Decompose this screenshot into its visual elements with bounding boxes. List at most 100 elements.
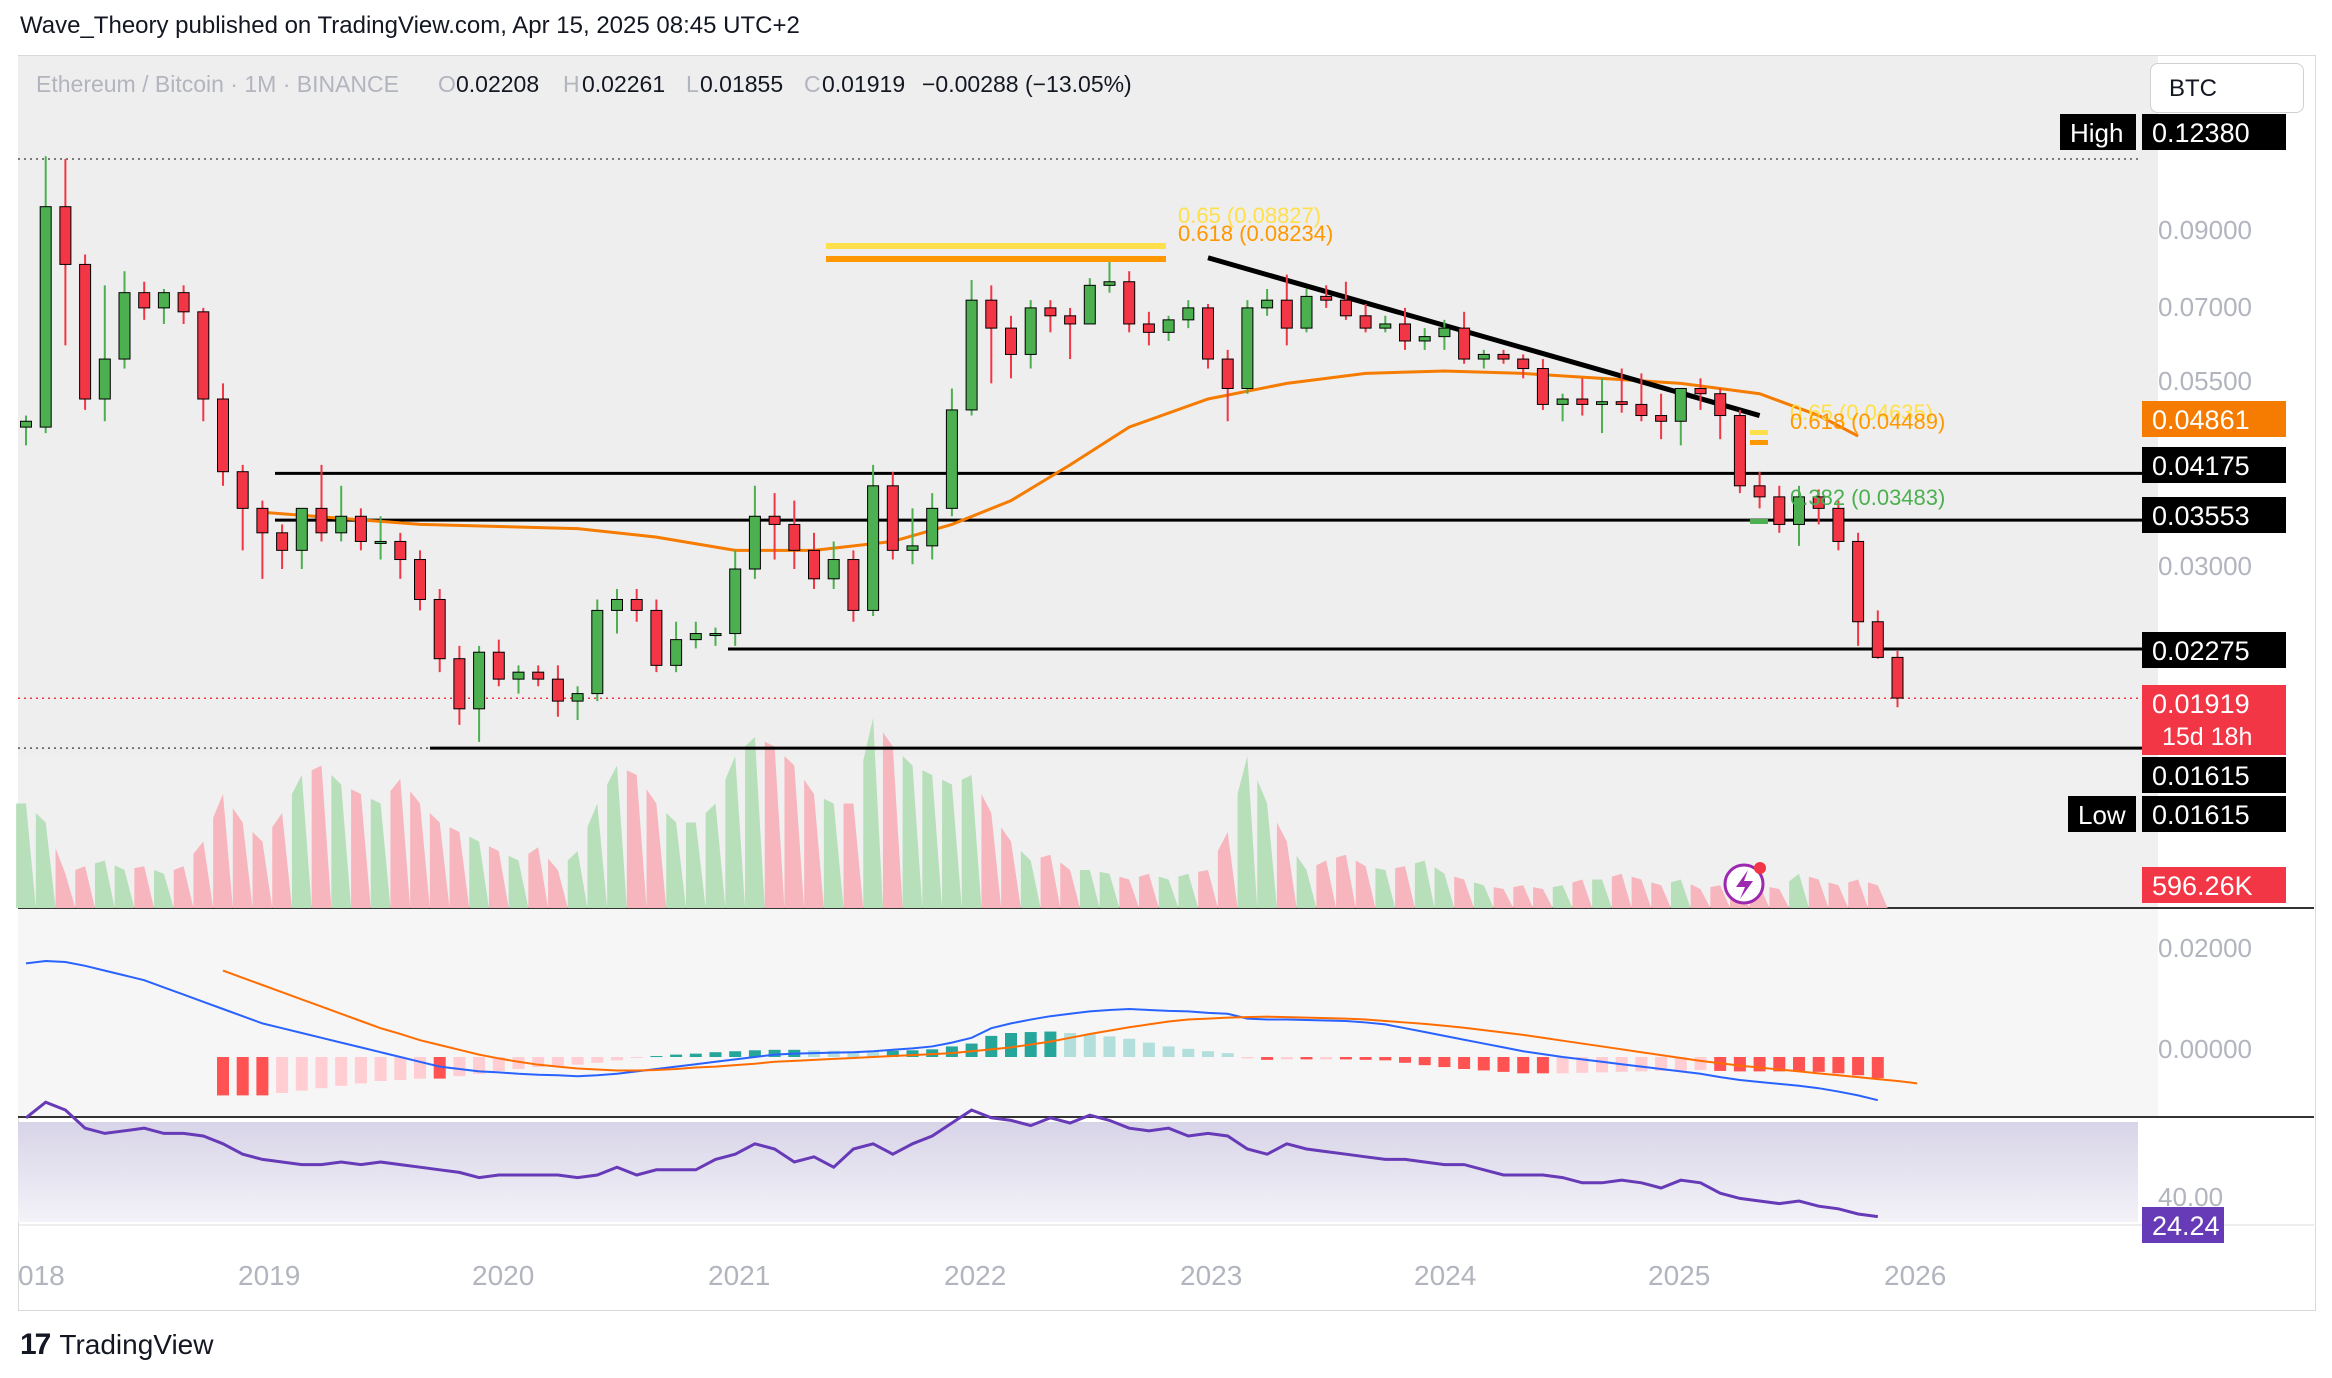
candle-body — [965, 299, 978, 411]
candle-body — [551, 678, 564, 702]
macd-histogram-bar — [295, 1057, 308, 1091]
macd-histogram-bar — [1556, 1057, 1569, 1074]
fib-yellow-zone — [826, 243, 1166, 249]
macd-histogram-bar — [611, 1057, 623, 1061]
volume-area — [823, 798, 844, 908]
volume-area — [291, 775, 312, 908]
volume-area — [1533, 887, 1553, 908]
volume-area — [331, 775, 352, 908]
macd-histogram-bar — [256, 1057, 269, 1096]
fib-label-right-orange: 0.618 (0.04489) — [1790, 409, 1945, 434]
candle-body — [20, 420, 32, 428]
fib-label-top-yellow: 0.65 (0.08827) — [1178, 203, 1321, 228]
volume-area — [1257, 779, 1277, 908]
legend-change: −0.00288 (−13.05%) — [922, 71, 1132, 97]
volume-area — [1060, 862, 1080, 908]
legend-c-label: C — [804, 71, 821, 97]
candle-body — [1714, 393, 1727, 417]
low-level-text: 0.01615 — [2152, 761, 2250, 791]
low-label-bg — [2068, 796, 2136, 832]
last-price-text: 0.01919 — [2152, 689, 2250, 719]
price-tick: 0.07000 — [2158, 292, 2252, 322]
macd-histogram-bar — [650, 1056, 663, 1058]
ma-value-text: 0.04861 — [2152, 405, 2250, 435]
volume-area — [902, 756, 923, 908]
candle-body — [926, 507, 939, 547]
volume-area — [508, 855, 529, 908]
volume-area — [981, 794, 1002, 908]
candle-body — [532, 671, 545, 680]
volume-area — [1040, 854, 1061, 908]
macd-histogram-bar — [1793, 1057, 1805, 1072]
volume-area — [961, 775, 982, 908]
volume-area — [370, 798, 391, 908]
macd-histogram-bar — [1438, 1057, 1451, 1068]
candle-body — [39, 206, 52, 428]
volume-area — [1867, 882, 1888, 908]
legend-o-value: 0.02208 — [456, 71, 539, 97]
candle-body — [138, 292, 151, 309]
price-tick: 0.03000 — [2158, 551, 2252, 581]
macd-histogram-bar — [1103, 1036, 1116, 1057]
candle-body — [1891, 656, 1904, 699]
candle-body — [1674, 387, 1687, 422]
volume-area — [745, 737, 765, 908]
macd-histogram-bar — [1694, 1057, 1707, 1070]
candle-body — [1044, 307, 1057, 317]
rsi-value-bg — [2142, 1207, 2224, 1243]
price-axis[interactable]: 0.09000 0.07000 0.05500 0.03000 — [2158, 215, 2252, 581]
candle-body — [729, 568, 742, 635]
legend-c-value: 0.01919 — [822, 71, 905, 97]
volume-area — [1710, 885, 1731, 908]
volume-area — [134, 866, 155, 908]
volume-area — [1493, 887, 1514, 908]
candle-body — [1694, 387, 1707, 395]
time-axis[interactable]: 018 2019 2020 2021 2022 2023 2024 2025 2… — [18, 1260, 1946, 1291]
macd-histogram-bar — [453, 1057, 466, 1077]
macd-histogram-bar — [1280, 1057, 1293, 1060]
volume-value-bg — [2142, 867, 2286, 903]
volume-area — [55, 848, 76, 908]
candle-body — [1202, 307, 1214, 360]
price-pane-shade — [18, 56, 2158, 756]
tradingview-logo-icon[interactable]: 17 — [20, 1328, 51, 1361]
volume-area — [1513, 885, 1534, 908]
candle-body — [59, 206, 72, 265]
macd-histogram-bar — [1418, 1057, 1431, 1066]
lightning-icon[interactable] — [1723, 862, 1766, 905]
macd-histogram-bar — [1536, 1057, 1549, 1074]
macd-histogram-bar — [1162, 1046, 1175, 1057]
volume-area — [646, 789, 667, 908]
volume-area — [1592, 879, 1612, 908]
candle-body — [788, 523, 801, 551]
candle-body — [827, 559, 840, 580]
candle-body — [906, 545, 919, 551]
macd-histogram-bar — [433, 1057, 446, 1079]
volume-area — [1828, 882, 1849, 908]
time-tick: 2023 — [1180, 1260, 1242, 1291]
time-tick: 2025 — [1648, 1260, 1710, 1291]
volume-area — [1808, 876, 1829, 908]
macd-histogram-bar — [1339, 1057, 1352, 1060]
candle-body — [748, 515, 761, 570]
candle-body — [1438, 327, 1451, 338]
volume-area — [1336, 854, 1356, 908]
candle-body — [512, 671, 525, 680]
trendline — [1207, 255, 1761, 418]
macd-histogram-bar — [906, 1050, 919, 1057]
volume-area — [173, 866, 194, 908]
time-tick: 018 — [18, 1260, 65, 1291]
volume-area — [587, 803, 608, 908]
macd-histogram-bar — [492, 1057, 505, 1071]
volume-area — [114, 865, 135, 908]
macd-histogram-bar — [1083, 1034, 1096, 1057]
fib-orange-zone — [826, 256, 1166, 262]
currency-button[interactable]: BTC — [2150, 63, 2304, 113]
candle-body — [1812, 496, 1825, 509]
candle-body — [473, 651, 486, 710]
macd-histogram-bar — [512, 1057, 525, 1069]
candle-body — [1261, 299, 1274, 309]
volume-area — [528, 847, 549, 908]
macd-histogram-bar — [1300, 1057, 1313, 1060]
